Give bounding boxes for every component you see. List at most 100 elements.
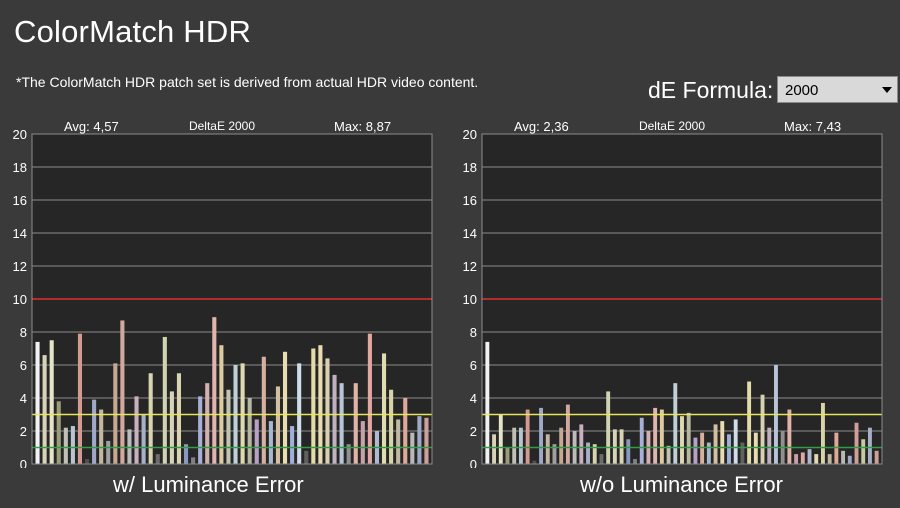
chevron-down-icon[interactable] xyxy=(882,87,892,93)
c1-bar xyxy=(680,416,684,464)
c0-y-tick-label: 8 xyxy=(20,325,27,340)
c0-bar xyxy=(247,398,252,464)
formula-dropdown[interactable]: 2000 xyxy=(777,76,898,103)
c1-bar xyxy=(666,445,671,464)
c0-avg-label: Avg: 4,57 xyxy=(64,119,119,134)
c1-bar xyxy=(539,407,543,464)
c0-metric-label: DeltaE 2000 xyxy=(189,119,255,133)
c1-bar xyxy=(794,454,799,464)
c1-bar xyxy=(854,422,859,464)
c1-bar xyxy=(686,412,691,464)
c0-bar xyxy=(417,416,422,464)
c1-bar xyxy=(706,442,711,464)
c1-bar xyxy=(512,427,517,464)
c0-bar xyxy=(261,356,266,464)
c1-bar xyxy=(673,383,678,464)
c1-bar xyxy=(834,432,839,464)
c0-plot-border xyxy=(31,133,433,465)
c1-bar xyxy=(814,454,819,464)
c1-bar xyxy=(800,452,805,464)
c1-bar xyxy=(720,421,725,464)
c0-y-tick-label: 10 xyxy=(13,292,27,307)
c1-y-tick-label: 12 xyxy=(463,259,477,274)
c1-bar xyxy=(747,381,752,464)
c1-bar xyxy=(505,447,510,464)
c0-bar xyxy=(325,358,330,464)
chart-with-luminance: 0 2 4 6 8 10 12 14 16 18 20 Avg: 4,57 DeltaE 2000 Max… xyxy=(13,119,433,468)
c0-bar xyxy=(226,389,231,464)
c0-bar xyxy=(176,373,182,464)
c0-bar xyxy=(219,345,224,464)
c0-bar xyxy=(127,429,132,464)
c0-bar xyxy=(332,374,337,464)
c1-bar xyxy=(545,434,550,464)
page-title: ColorMatch HDR xyxy=(14,14,252,49)
c0-y-tick-label: 18 xyxy=(13,160,27,175)
c0-bar xyxy=(353,383,358,464)
c1-y-tick-label: 8 xyxy=(470,325,477,340)
c0-bar xyxy=(106,440,111,464)
c1-bar xyxy=(552,444,557,464)
chart-caption-with-luminance: w/ Luminance Error xyxy=(113,472,304,497)
c0-bar xyxy=(396,419,401,464)
c0-bar xyxy=(49,340,54,464)
c0-bar xyxy=(297,363,302,464)
c1-bar xyxy=(787,409,792,464)
c1-bar xyxy=(827,454,832,464)
page-note: *The ColorMatch HDR patch set is derived… xyxy=(16,74,479,90)
c1-bar xyxy=(841,450,846,464)
c1-y-tick-label: 4 xyxy=(470,391,477,406)
c1-bar xyxy=(693,437,698,464)
c0-y-tick-label: 6 xyxy=(20,358,27,373)
c0-bar xyxy=(318,345,323,464)
c1-bar xyxy=(606,391,611,464)
c0-bar xyxy=(162,336,167,464)
c0-bar xyxy=(70,426,75,464)
c0-bar xyxy=(169,391,174,464)
c1-bar xyxy=(559,427,564,464)
c1-y-tick-label: 16 xyxy=(463,193,477,208)
c1-metric-label: DeltaE 2000 xyxy=(639,119,705,133)
c0-bar xyxy=(84,459,90,464)
c1-bar xyxy=(612,429,617,464)
c0-bar xyxy=(290,426,295,464)
c0-bar xyxy=(346,444,351,464)
c0-bar xyxy=(360,421,365,464)
c1-bar xyxy=(586,442,590,464)
c0-bar xyxy=(134,396,139,464)
c0-bar xyxy=(77,333,83,464)
c1-bar xyxy=(592,444,597,464)
c0-bar xyxy=(35,341,40,464)
c1-bar xyxy=(633,459,637,464)
c0-y-tick-label: 14 xyxy=(13,226,27,241)
c0-bar xyxy=(212,317,217,464)
c1-plot-border xyxy=(481,133,883,465)
c1-bar xyxy=(653,407,658,464)
c0-bar xyxy=(240,363,245,464)
c0-bar xyxy=(254,419,259,464)
c1-bar xyxy=(740,442,745,464)
c1-bar xyxy=(767,427,772,464)
c0-bar xyxy=(424,417,429,464)
c1-bar xyxy=(733,419,738,464)
c0-bar xyxy=(275,386,281,464)
c0-bar xyxy=(367,333,372,464)
c0-bar xyxy=(42,355,47,464)
c0-bar xyxy=(403,398,408,464)
c0-bar xyxy=(282,351,288,464)
c1-bar xyxy=(727,434,731,464)
c0-bar xyxy=(410,432,415,464)
c1-bar xyxy=(599,454,604,464)
c0-y-tick-label: 20 xyxy=(13,127,27,142)
c0-bar xyxy=(155,454,160,464)
c1-bar xyxy=(713,424,718,464)
c0-bar xyxy=(63,427,68,464)
c1-bar xyxy=(659,409,664,464)
c0-max-label: Max: 8,87 xyxy=(334,119,391,134)
c0-bar xyxy=(311,348,316,464)
c0-bar xyxy=(183,444,189,464)
c1-bar xyxy=(619,429,624,464)
c1-bar xyxy=(753,432,758,464)
formula-dropdown-value: 2000 xyxy=(785,82,819,99)
c1-y-tick-label: 6 xyxy=(470,358,477,373)
